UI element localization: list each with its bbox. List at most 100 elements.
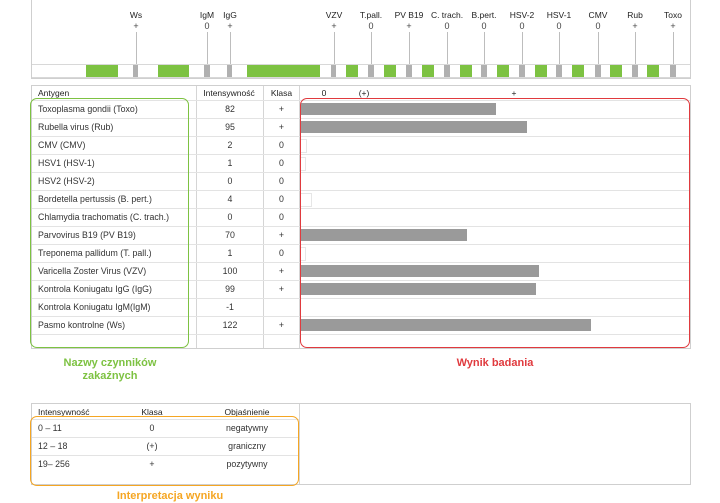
strip-band xyxy=(610,65,622,77)
strip-marker-tick xyxy=(484,32,485,64)
interp-explanation: graniczny xyxy=(228,441,266,451)
strip-band xyxy=(384,65,396,77)
class-value: 0 xyxy=(279,194,284,204)
row-divider xyxy=(32,455,299,456)
strip-marker-tick xyxy=(522,32,523,64)
antigen-name: Rubella virus (Rub) xyxy=(38,122,114,132)
class-value: + xyxy=(278,320,285,330)
class-value: + xyxy=(278,266,285,276)
intensity-bar xyxy=(301,103,496,115)
class-value xyxy=(264,298,299,316)
intensity-bar xyxy=(301,157,306,171)
intensity-value: 1 xyxy=(227,248,233,258)
strip-marker-band xyxy=(133,65,138,77)
result-highlight xyxy=(300,98,690,348)
strip-band xyxy=(158,65,189,77)
column-divider xyxy=(299,86,300,348)
strip-band xyxy=(460,65,472,77)
strip-marker-label: Rub xyxy=(627,10,643,20)
intensity-bar xyxy=(301,265,539,277)
strip-band xyxy=(572,65,584,77)
intensity-bar xyxy=(301,247,306,261)
strip-marker-band xyxy=(204,65,210,77)
row-divider xyxy=(32,316,690,317)
strip-marker-band xyxy=(481,65,487,77)
scale-label-positive: + xyxy=(511,88,517,98)
strip-marker-value: 0 xyxy=(519,21,525,31)
class-value: + xyxy=(278,230,285,240)
strip-marker-value: 0 xyxy=(204,21,210,31)
intensity-bar xyxy=(301,229,467,241)
strip-marker-tick xyxy=(447,32,448,64)
interp-explanation: pozytywny xyxy=(226,459,268,469)
strip-marker-tick xyxy=(371,32,372,64)
antigen-name: Chlamydia trachomatis (C. trach.) xyxy=(38,212,170,222)
antigen-name: HSV2 (HSV-2) xyxy=(38,176,95,186)
strip-band xyxy=(86,65,118,77)
strip-marker-tick xyxy=(673,32,674,64)
intensity-value: 4 xyxy=(227,194,233,204)
interp-class: + xyxy=(149,459,155,469)
strip-marker-band xyxy=(331,65,336,77)
strip-marker-value: + xyxy=(133,21,139,31)
intensity-value: 0 xyxy=(227,176,233,186)
strip-band xyxy=(422,65,434,77)
strip-marker-tick xyxy=(598,32,599,64)
row-divider xyxy=(32,334,690,335)
strip-marker-tick xyxy=(635,32,636,64)
scale-label-negative: 0 xyxy=(321,88,327,98)
intensity-value: -1 xyxy=(226,302,234,312)
intensity-value: 122 xyxy=(222,320,238,330)
row-divider xyxy=(32,419,299,420)
strip-marker-value: + xyxy=(227,21,233,31)
antigen-name: Parvovirus B19 (PV B19) xyxy=(38,230,136,240)
strip-marker-value: + xyxy=(670,21,676,31)
class-value: + xyxy=(278,122,285,132)
interp-range: 19– 256 xyxy=(38,459,70,469)
strip-marker-label: CMV xyxy=(588,10,608,20)
strip-marker-tick xyxy=(136,32,137,64)
strip-marker-tick xyxy=(207,32,208,64)
class-value: 0 xyxy=(279,248,284,258)
intensity-value: 82 xyxy=(225,104,235,114)
antigen-name: Varicella Zoster Virus (VZV) xyxy=(38,266,147,276)
strip-marker-label: IgG xyxy=(223,10,237,20)
header-antigen: Antygen xyxy=(38,88,70,98)
strip-marker-label: VZV xyxy=(325,10,343,20)
strip-marker-value: + xyxy=(406,21,412,31)
test-strip: Ws + IgM 0 IgG + VZV + T.pall. 0 PV B19 + C. trach. 0… xyxy=(31,0,691,79)
strip-marker-label: C. trach. xyxy=(430,10,464,20)
intensity-value: 95 xyxy=(225,122,235,132)
class-value: + xyxy=(278,104,285,114)
row-divider xyxy=(32,172,690,173)
row-divider xyxy=(32,244,690,245)
header-class: Klasa xyxy=(270,88,293,98)
strip-marker-label: IgM xyxy=(199,10,215,20)
interp-class: 0 xyxy=(149,423,155,433)
intensity-bar xyxy=(301,283,536,295)
factors-caption: Nazwy czynników zakaźnych xyxy=(63,357,157,382)
row-divider xyxy=(32,208,690,209)
row-divider xyxy=(32,298,690,299)
strip-marker-value: 0 xyxy=(444,21,450,31)
strip-bands xyxy=(32,64,690,78)
class-value: 0 xyxy=(279,212,284,222)
strip-marker-band xyxy=(519,65,525,77)
row-divider xyxy=(32,100,690,101)
result-caption: Wynik badania xyxy=(456,357,534,369)
strip-band xyxy=(247,65,320,77)
column-divider xyxy=(263,86,264,348)
row-divider xyxy=(32,136,690,137)
intensity-bar xyxy=(301,319,591,331)
strip-marker-label: Toxo xyxy=(664,10,682,20)
antigen-name: CMV (CMV) xyxy=(38,140,86,150)
interp-class: (+) xyxy=(146,441,158,451)
class-value: 0 xyxy=(279,176,284,186)
intensity-value: 0 xyxy=(227,212,233,222)
interp-header-intensity: Intensywność xyxy=(38,407,90,417)
header-intensity: Intensywność xyxy=(203,88,255,98)
strip-marker-value: 0 xyxy=(481,21,487,31)
row-divider xyxy=(32,437,299,438)
strip-marker-band xyxy=(368,65,374,77)
class-value: + xyxy=(278,284,285,294)
